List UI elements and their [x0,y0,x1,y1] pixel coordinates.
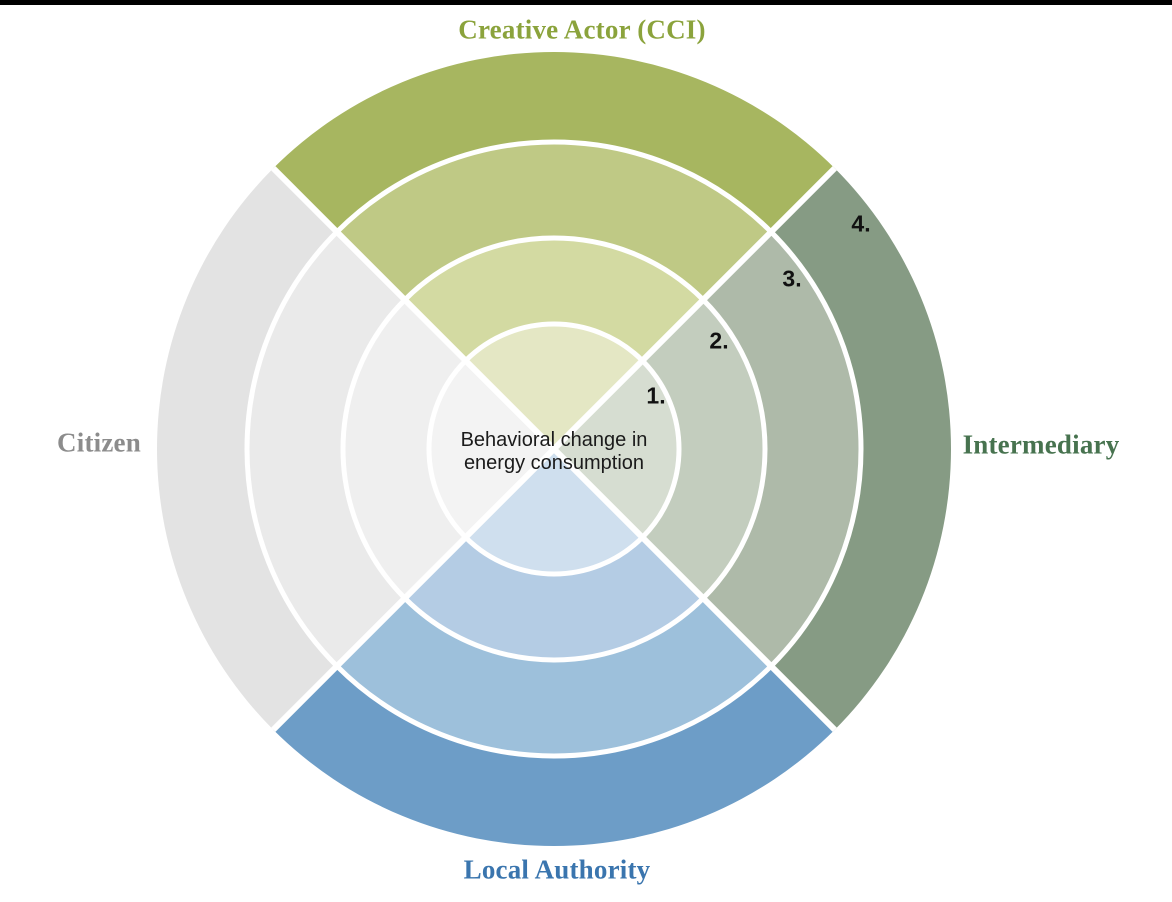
top-border-bar [0,0,1172,5]
sector-bottom-ring-3 [336,598,772,756]
quadrant-label-citizen: Citizen [57,427,141,458]
sector-top-ring-1 [465,324,643,449]
quadrant-label-intermediary: Intermediary [962,429,1120,460]
sector-top-ring-2 [404,238,704,361]
ring-label-1: 1. [646,382,666,409]
ring-separator-1 [426,321,682,577]
sector-left-ring-2 [343,299,466,599]
center-goal-line-2: energy consumption [463,452,645,474]
sector-right-ring-2 [642,299,765,599]
sector-right-ring-3 [703,231,861,667]
sector-left-ring-3 [246,231,405,667]
ring-label-4: 4. [851,210,871,237]
ring-separator-2 [340,235,768,663]
ring-separator-3 [244,139,864,759]
center-goal-line-1: Behavioral change in [460,429,648,451]
quadrant-label-creative-actor: Creative Actor (CCI) [458,14,706,45]
quadrant-label-local-authority: Local Authority [463,854,651,885]
sector-bottom-ring-1 [465,449,643,575]
ring-label-2: 2. [709,327,729,354]
sector-right-ring-1 [554,360,680,538]
sector-bottom-ring-2 [404,537,704,660]
sector-top-ring-3 [336,142,772,300]
ring-label-3: 3. [782,265,802,292]
diagonal-separator-2 [271,166,837,732]
center-goal-text: Behavioral change in energy consumption [434,429,674,475]
sector-left-ring-1 [428,360,554,538]
